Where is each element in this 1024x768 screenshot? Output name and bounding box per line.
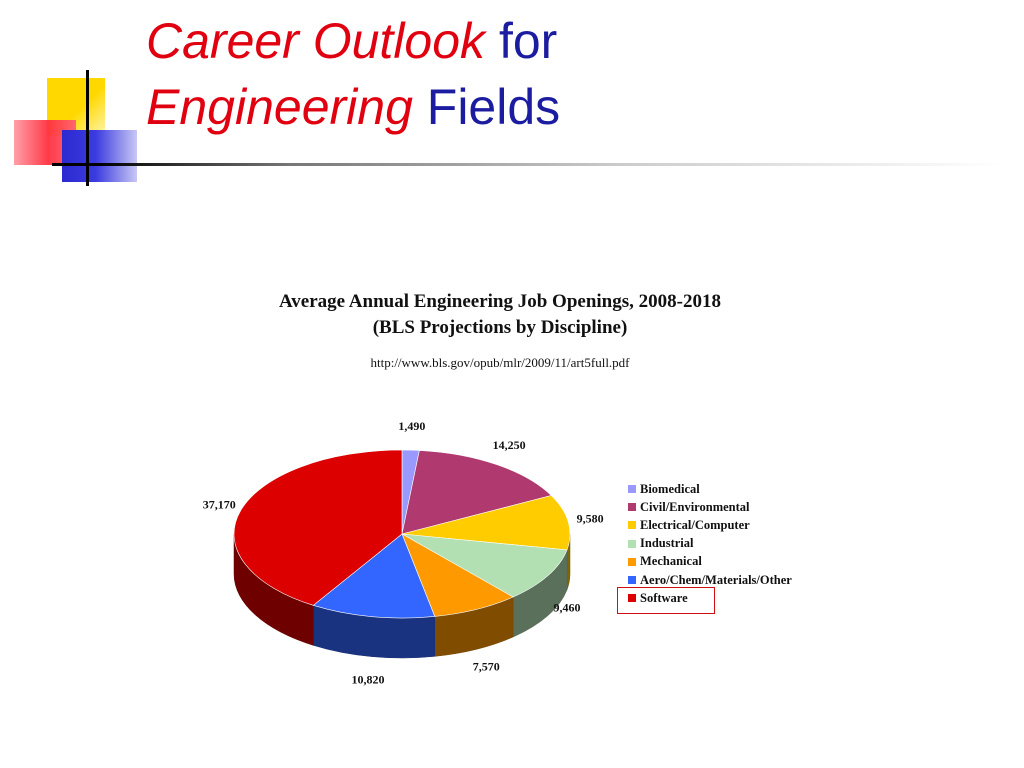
legend-item: Mechanical	[628, 553, 792, 571]
legend-label: Industrial	[640, 536, 694, 551]
pie-value-label: 37,170	[203, 497, 236, 511]
logo-vertical-line	[86, 70, 89, 186]
pie-slice-civil-environmental	[401, 450, 552, 535]
logo-blue-square	[62, 130, 137, 182]
chart-subtitle: (BLS Projections by Discipline)	[372, 317, 628, 338]
title-line1-italic: Career Outlook	[146, 13, 486, 69]
title-line2-plain: Fields	[426, 79, 561, 135]
slide-logo	[0, 0, 150, 200]
chart-source-url: http://www.bls.gov/opub/mlr/2009/11/art5…	[370, 355, 630, 370]
legend-label: Biomedical	[640, 481, 700, 496]
legend-swatch	[628, 576, 636, 585]
legend-swatch	[628, 485, 636, 494]
legend-swatch	[628, 539, 636, 548]
pie-slice-software	[233, 449, 403, 606]
legend-item: Civil/Environmental	[628, 498, 792, 516]
chart-legend: Biomedical Civil/Environmental Electrical/…	[628, 480, 792, 607]
legend-item: Biomedical	[628, 480, 792, 498]
slide-title: Career Outlook for Engineering Fields	[146, 8, 560, 140]
pie-value-label: 9,580	[577, 512, 604, 526]
legend-label: Aero/Chem/Materials/Other	[640, 572, 792, 587]
pie-top	[233, 449, 571, 619]
legend-item: Electrical/Computer	[628, 516, 792, 534]
pie-value-labels: 1,490 14,250 9,580 9,460 7,570 10,820 37,170	[203, 419, 604, 686]
legend-swatch	[628, 594, 636, 603]
pie-value-label: 1,490	[398, 419, 425, 433]
pie-sides	[233, 533, 571, 659]
pie-value-label: 10,820	[351, 673, 384, 687]
legend-item: Industrial	[628, 535, 792, 553]
pie-slice-electrical-computer	[401, 495, 571, 551]
legend-label: Mechanical	[640, 554, 702, 569]
legend-label: Software	[640, 590, 688, 605]
pie-slice-aero-chem-materials-other	[312, 533, 436, 619]
legend-swatch	[628, 521, 636, 530]
legend-item: Aero/Chem/Materials/Other	[628, 571, 792, 589]
title-line2-italic: Engineering	[146, 79, 413, 135]
legend-label: Civil/Environmental	[640, 499, 750, 514]
pie-value-label: 14,250	[493, 438, 526, 452]
pie-value-label: 7,570	[473, 660, 500, 674]
title-line1-plain: for	[498, 13, 558, 69]
legend-swatch	[628, 557, 636, 566]
pie-value-label: 9,460	[553, 600, 580, 614]
legend-highlight-box	[617, 587, 715, 614]
legend-label: Electrical/Computer	[640, 517, 750, 532]
pie-slice-mechanical	[401, 533, 514, 617]
legend-swatch	[628, 503, 636, 512]
legend-item: Software	[628, 589, 792, 607]
pie-slice-industrial	[401, 533, 568, 598]
title-underline	[52, 163, 1002, 166]
chart-title: Average Annual Engineering Job Openings,…	[279, 291, 721, 312]
